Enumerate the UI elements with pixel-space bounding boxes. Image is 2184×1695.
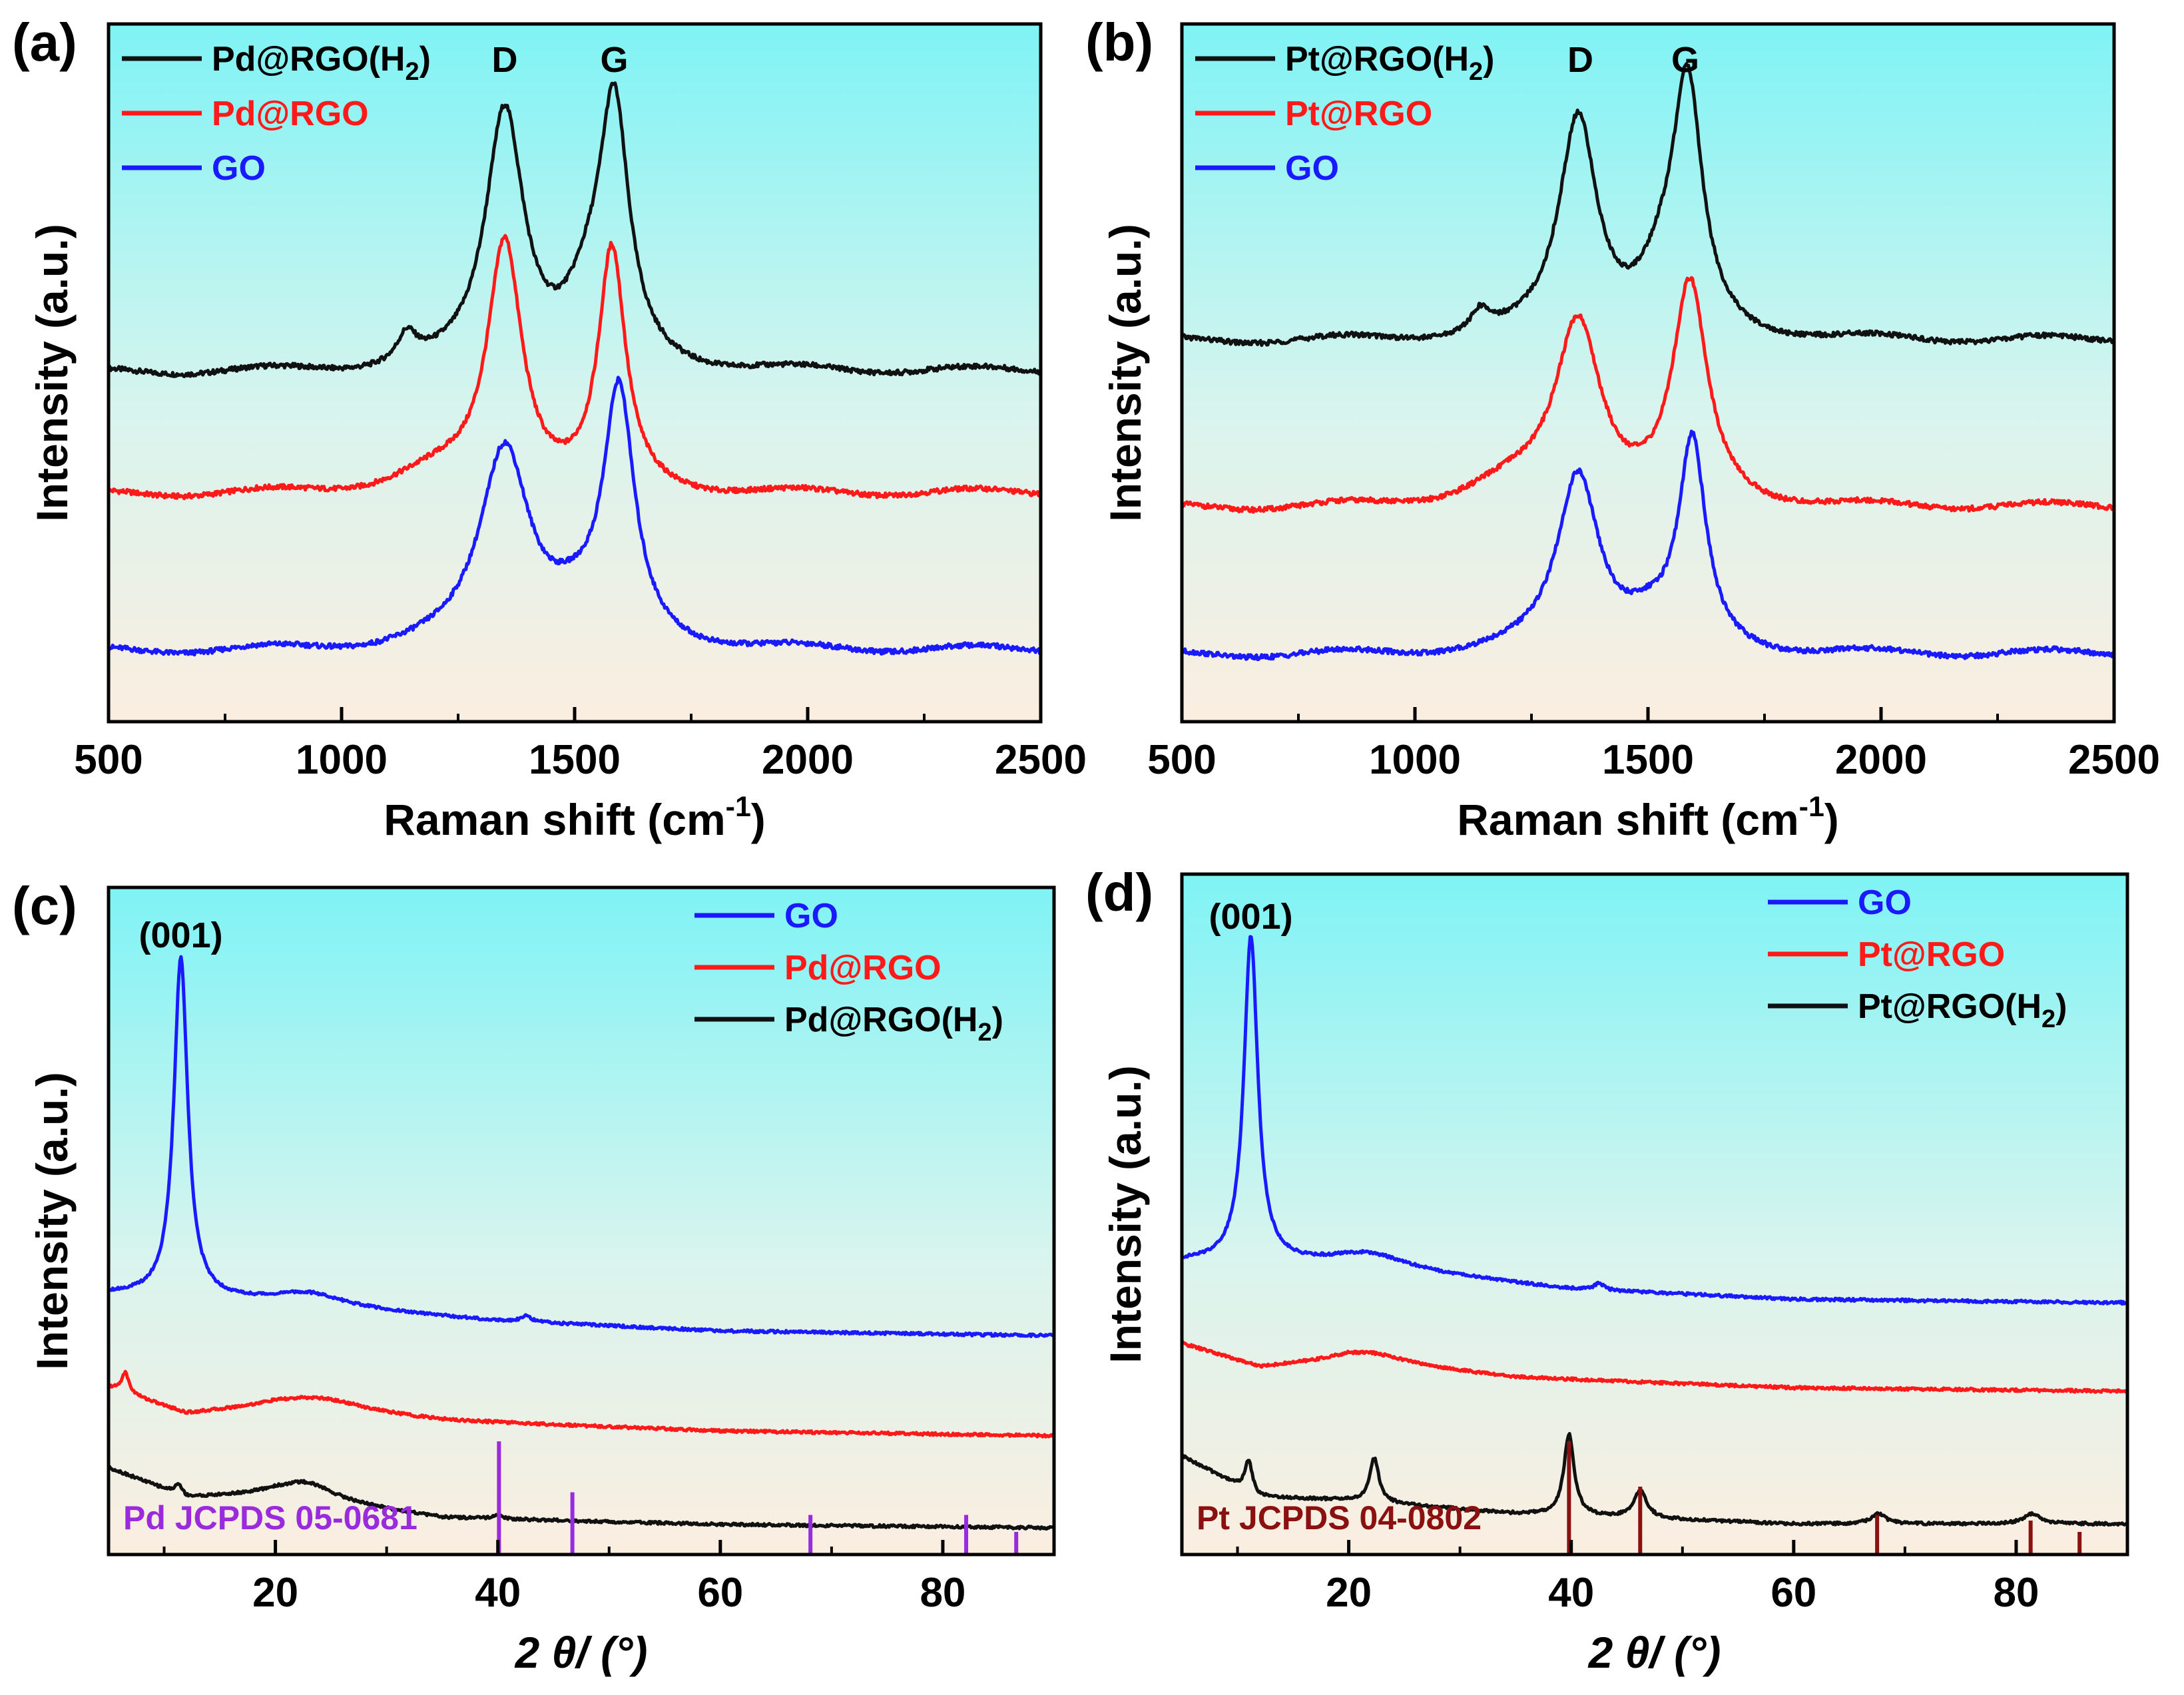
x-tick-label: 2000	[762, 737, 854, 783]
panel-a: 500 1000 1500 2000 2500 Raman shift (cm-1) Int…	[12, 13, 1087, 844]
series-line-GO	[108, 375, 1043, 656]
x-tick-label: 60	[697, 1570, 743, 1616]
x-tick-label: 40	[475, 1570, 521, 1616]
series-line-Pd@RGO	[107, 234, 1042, 501]
panel-label: (d)	[1085, 863, 1153, 922]
legend-label: Pt@RGO	[1858, 935, 2005, 974]
y-axis-title: Intensity (a.u.)	[1101, 224, 1150, 521]
x-tick-label: 80	[1993, 1570, 2039, 1616]
peak-label: (001)	[1209, 897, 1293, 937]
x-tick-label: 1500	[1602, 737, 1694, 783]
x-tick-label: 500	[1147, 737, 1216, 783]
x-tick-label: 40	[1548, 1570, 1594, 1616]
x-tick-label: 80	[920, 1570, 965, 1616]
legend-label: Pt@RGO(H2)	[1285, 40, 1495, 86]
peak-label: D	[1567, 40, 1593, 80]
reference-label: Pt JCPDS 04-0802	[1197, 1499, 1482, 1537]
legend-label: Pd@RGO	[784, 949, 942, 987]
x-axis-title: 2 θ/ (°)	[514, 1628, 648, 1677]
y-axis-title: Intensity (a.u.)	[1101, 1065, 1150, 1363]
x-tick-label: 60	[1771, 1570, 1816, 1616]
series-line-GO	[1181, 935, 2129, 1306]
legend-label: GO	[784, 897, 838, 935]
legend-label: Pd@RGO(H2)	[212, 40, 431, 86]
x-axis-title: Raman shift (cm-1)	[384, 791, 766, 844]
x-tick-label: 1000	[1369, 737, 1461, 783]
legend-label: GO	[1858, 883, 1912, 922]
series-line-Pd@RGO(H2)	[107, 81, 1042, 378]
x-tick-label: 20	[1326, 1570, 1372, 1616]
panel-b: 500 1000 1500 2000 2500 Raman shift (cm-1) Int…	[1085, 13, 2160, 844]
legend-label: Pd@RGO	[212, 95, 369, 133]
panel-c: Pd JCPDS 05-0681 20 40 60 80 2 θ/ (°) Intensit…	[12, 876, 1056, 1677]
plot-frame	[107, 885, 1056, 1557]
panel-label: (c)	[12, 876, 77, 935]
y-axis-title: Intensity (a.u.)	[27, 1072, 77, 1369]
plot-background	[1182, 24, 2114, 722]
series-line-GO	[108, 955, 1055, 1338]
x-axis-title: 2 θ/ (°)	[1587, 1628, 1721, 1677]
peak-label: D	[492, 40, 518, 80]
x-tick-label: 20	[252, 1570, 298, 1616]
x-tick-label: 2500	[995, 737, 1087, 783]
series-line-Pt@RGO	[1180, 276, 2116, 514]
x-tick-label: 2000	[1835, 737, 1927, 783]
panel-d: Pt JCPDS 04-0802 20 40 60 80 2 θ/ (°) Intensit…	[1085, 863, 2129, 1677]
series-line-GO	[1181, 429, 2116, 661]
y-axis-title: Intensity (a.u.)	[27, 224, 77, 521]
x-tick-label: 1000	[296, 737, 388, 783]
x-tick-label: 1500	[529, 737, 621, 783]
series-line-Pd@RGO(H2)	[107, 1465, 1055, 1531]
plot-frame	[1180, 872, 2129, 1557]
legend-label: GO	[212, 149, 266, 188]
series-line-Pt@RGO	[1181, 1340, 2128, 1395]
peak-label: G	[1671, 40, 1699, 80]
series-line-Pd@RGO	[108, 1369, 1056, 1439]
legend-label: Pd@RGO(H2)	[784, 1001, 1003, 1047]
panel-label: (b)	[1085, 13, 1153, 72]
legend-label: Pt@RGO	[1285, 95, 1432, 133]
reference-label: Pd JCPDS 05-0681	[123, 1499, 417, 1537]
x-tick-label: 500	[74, 737, 142, 783]
x-tick-label: 2500	[2068, 737, 2160, 783]
panels: 500 1000 1500 2000 2500 Raman shift (cm-1) Int…	[12, 13, 2160, 1677]
plot-background	[1182, 874, 2127, 1555]
legend-label: Pt@RGO(H2)	[1858, 987, 2067, 1033]
x-axis-title: Raman shift (cm-1)	[1457, 791, 1839, 844]
plot-background	[109, 887, 1054, 1555]
peak-label: (001)	[139, 915, 223, 955]
panel-label: (a)	[12, 13, 77, 72]
series-line-Pt@RGO(H2)	[1181, 1431, 2128, 1527]
series-line-Pt@RGO(H2)	[1181, 62, 2116, 348]
peak-label: G	[600, 40, 628, 80]
legend-label: GO	[1285, 149, 1339, 188]
